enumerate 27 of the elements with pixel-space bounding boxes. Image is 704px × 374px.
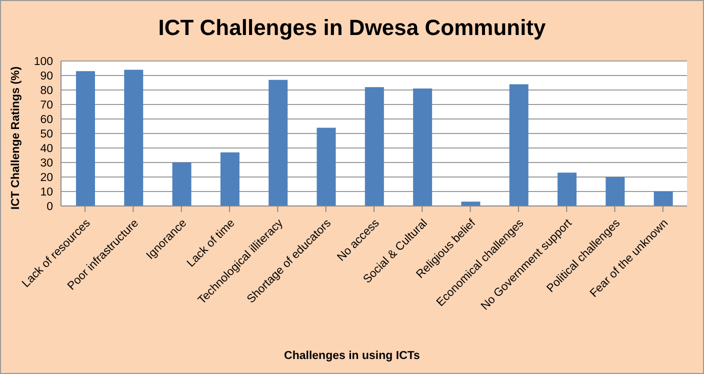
bar <box>558 172 577 206</box>
y-tick-label: 0 <box>46 201 53 214</box>
y-tick-label: 10 <box>40 186 53 199</box>
y-tick-label: 90 <box>40 70 53 83</box>
y-tick-label: 50 <box>40 128 53 141</box>
chart-title: ICT Challenges in Dwesa Community <box>157 15 547 41</box>
bar <box>268 80 288 206</box>
bar <box>124 70 144 206</box>
y-tick-label: 40 <box>40 143 53 156</box>
y-axis-title: ICT Challenge Ratings (%) <box>10 66 22 210</box>
y-tick-label: 100 <box>34 56 53 68</box>
bar <box>220 152 240 206</box>
bar <box>509 84 528 206</box>
bar <box>172 162 192 206</box>
bar <box>76 71 95 206</box>
bar <box>364 87 384 206</box>
bar <box>606 177 625 206</box>
x-axis-title: Challenges in using ICTs <box>283 350 421 362</box>
bar <box>461 202 480 206</box>
bar <box>413 88 432 206</box>
y-tick-label: 70 <box>40 100 53 112</box>
y-tick-label: 20 <box>40 172 53 184</box>
y-tick-label: 80 <box>40 85 53 98</box>
bar <box>316 128 336 206</box>
y-tick-label: 60 <box>40 114 53 126</box>
bar <box>654 192 673 206</box>
y-tick-label: 30 <box>40 158 53 170</box>
